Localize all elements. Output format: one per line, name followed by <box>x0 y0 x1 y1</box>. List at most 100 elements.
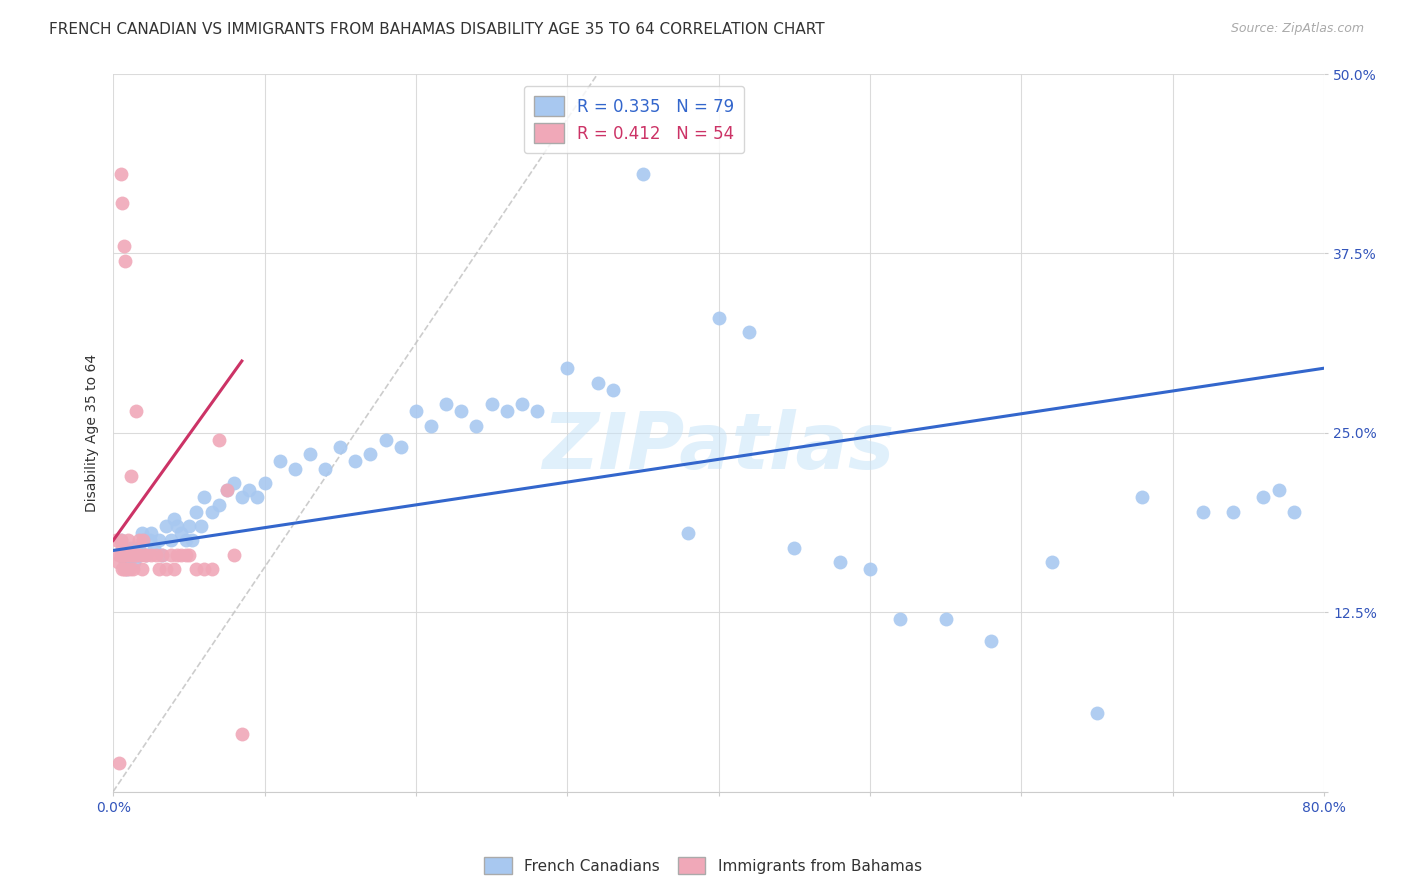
Point <box>139 548 162 562</box>
Point <box>481 397 503 411</box>
Point <box>253 475 276 490</box>
Point <box>131 526 153 541</box>
Point <box>115 562 138 576</box>
Point <box>177 548 200 562</box>
Point <box>125 404 148 418</box>
Point <box>121 548 143 562</box>
Point <box>120 468 142 483</box>
Point <box>150 548 173 562</box>
Point <box>231 727 253 741</box>
Point <box>329 440 352 454</box>
Point <box>121 548 143 562</box>
Point <box>125 541 148 555</box>
Point <box>111 196 134 211</box>
Point <box>110 533 132 548</box>
Point <box>125 548 148 562</box>
Point <box>129 548 152 562</box>
Point <box>190 519 212 533</box>
Point <box>131 562 153 576</box>
Point <box>177 519 200 533</box>
Point <box>783 541 806 555</box>
Point <box>135 548 157 562</box>
Point <box>117 533 139 548</box>
Point <box>110 168 132 182</box>
Point <box>107 555 129 569</box>
Point <box>1222 505 1244 519</box>
Point <box>159 533 181 548</box>
Point <box>935 612 957 626</box>
Point <box>374 433 396 447</box>
Point <box>112 548 135 562</box>
Point <box>200 562 222 576</box>
Point <box>495 404 517 418</box>
Point <box>150 548 173 562</box>
Point <box>108 548 131 562</box>
Point <box>215 483 238 498</box>
Point <box>238 483 260 498</box>
Point <box>120 541 142 555</box>
Point <box>108 756 131 770</box>
Point <box>114 548 136 562</box>
Point <box>1253 491 1275 505</box>
Point <box>128 541 150 555</box>
Point <box>134 548 156 562</box>
Point <box>360 447 382 461</box>
Point <box>110 548 132 562</box>
Point <box>114 253 136 268</box>
Point <box>112 239 135 253</box>
Point <box>114 555 136 569</box>
Point <box>129 548 152 562</box>
Point <box>707 310 730 325</box>
Point <box>166 519 188 533</box>
Point <box>224 475 246 490</box>
Point <box>117 548 139 562</box>
Point <box>163 562 186 576</box>
Point <box>124 555 146 569</box>
Point <box>434 397 457 411</box>
Text: ZIPatlas: ZIPatlas <box>543 409 894 485</box>
Legend: French Canadians, Immigrants from Bahamas: French Canadians, Immigrants from Bahama… <box>478 851 928 880</box>
Point <box>450 404 472 418</box>
Point <box>155 562 177 576</box>
Point <box>1040 555 1063 569</box>
Point <box>111 541 134 555</box>
Point <box>145 548 167 562</box>
Point <box>1085 706 1108 720</box>
Point <box>135 548 157 562</box>
Point <box>170 526 193 541</box>
Point <box>112 562 135 576</box>
Point <box>231 491 253 505</box>
Point <box>269 454 291 468</box>
Point <box>117 555 139 569</box>
Point <box>405 404 427 418</box>
Point <box>118 548 141 562</box>
Point <box>114 562 136 576</box>
Point <box>120 548 142 562</box>
Point <box>465 418 488 433</box>
Point <box>124 548 146 562</box>
Point <box>1267 483 1289 498</box>
Point <box>127 548 149 562</box>
Point <box>186 562 208 576</box>
Point <box>112 548 135 562</box>
Point <box>602 383 624 397</box>
Point <box>314 461 336 475</box>
Point <box>631 168 654 182</box>
Point <box>174 548 197 562</box>
Point <box>174 533 197 548</box>
Point <box>148 533 170 548</box>
Point <box>1192 505 1215 519</box>
Point <box>344 454 367 468</box>
Text: FRENCH CANADIAN VS IMMIGRANTS FROM BAHAMAS DISABILITY AGE 35 TO 64 CORRELATION C: FRENCH CANADIAN VS IMMIGRANTS FROM BAHAM… <box>49 22 825 37</box>
Point <box>121 562 143 576</box>
Point <box>138 533 160 548</box>
Point <box>193 562 215 576</box>
Text: Source: ZipAtlas.com: Source: ZipAtlas.com <box>1230 22 1364 36</box>
Point <box>510 397 533 411</box>
Point <box>110 533 132 548</box>
Point <box>115 562 138 576</box>
Point <box>298 447 321 461</box>
Point <box>586 376 609 390</box>
Point <box>1132 491 1154 505</box>
Point <box>155 519 177 533</box>
